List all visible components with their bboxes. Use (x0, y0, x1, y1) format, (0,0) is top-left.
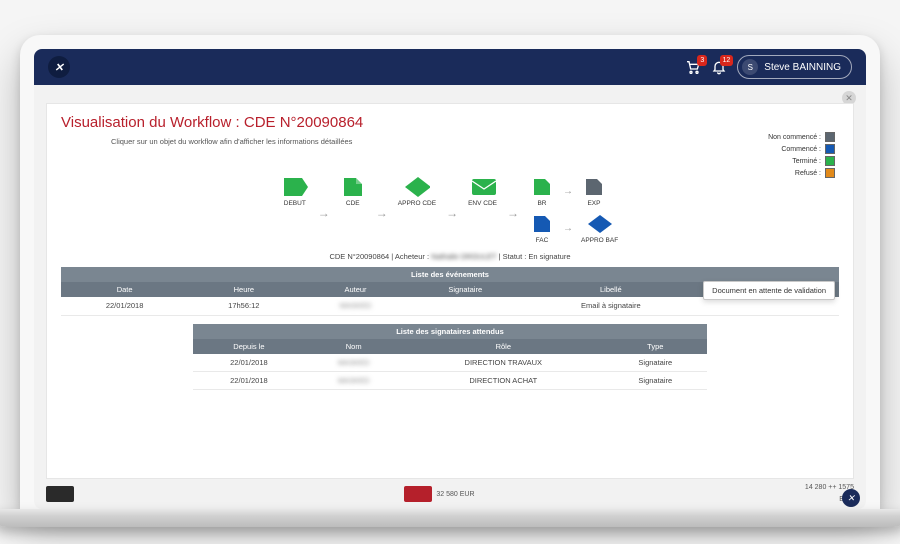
cell: 22/01/2018 (193, 372, 304, 390)
arrow-icon: → (446, 206, 458, 220)
table-title: Liste des signataires attendus (193, 324, 706, 339)
meta-suffix: | Statut : En signature (496, 252, 570, 261)
meta-line: CDE N°20090864 | Acheteur : Nathalie DRO… (61, 252, 839, 261)
help-badge[interactable]: ✕ (842, 489, 860, 507)
node-cde[interactable]: CDE (340, 176, 366, 207)
legend: Non commencé : Commencé : Terminé : Refu… (768, 132, 835, 180)
cell-auteur: MASKED (299, 297, 411, 315)
node-debut[interactable]: DEBUT (282, 176, 308, 207)
node-exp[interactable]: EXP (581, 176, 607, 207)
page-title: Visualisation du Workflow : CDE N°200908… (61, 114, 839, 131)
node-label: FAC (536, 237, 549, 244)
node-br[interactable]: BR (529, 176, 555, 207)
background-peek: 32 580 EUR 14 280 ++ 1575 EUR (46, 483, 854, 505)
notifications-button[interactable]: 12 (711, 59, 727, 75)
thumb (404, 486, 432, 502)
legend-swatch (825, 156, 835, 166)
brand-logo[interactable]: ✕ (48, 56, 70, 78)
legend-label: Non commencé : (768, 134, 821, 141)
modal-backdrop: ✕ Visualisation du Workflow : CDE N°2009… (34, 85, 866, 509)
hint-text: Cliquer sur un objet du workflow afin d'… (111, 137, 839, 146)
meta-buyer: Nathalie DROULET (431, 252, 496, 261)
arrow-icon: → (563, 223, 573, 234)
cell: Signataire (604, 354, 707, 372)
legend-swatch (825, 132, 835, 142)
col-header: Libellé (519, 282, 703, 297)
col-header: Heure (188, 282, 299, 297)
branch: BR → EXP FAC (529, 176, 618, 244)
node-label: EXP (587, 200, 600, 207)
cell: Signataire (604, 372, 707, 390)
cart-button[interactable]: 3 (685, 59, 701, 75)
events-table: Liste des événements Date Heure Auteur S… (61, 267, 839, 316)
user-menu[interactable]: S Steve BAINNING (737, 55, 852, 79)
workflow-panel: Visualisation du Workflow : CDE N°200908… (46, 103, 854, 479)
table-title: Liste des événements (61, 267, 839, 282)
cell: MASKED (305, 354, 403, 372)
legend-label: Commencé : (781, 146, 821, 153)
col-header: Auteur (299, 282, 411, 297)
legend-item: Terminé : (768, 156, 835, 166)
col-header: Type (604, 339, 707, 354)
arrow-icon: → (376, 206, 388, 220)
node-label: CDE (346, 200, 360, 207)
cell: 22/01/2018 (193, 354, 304, 372)
node-label: DEBUT (284, 200, 306, 207)
node-label: APPRO CDE (398, 200, 436, 207)
tooltip: Document en attente de validation (703, 281, 835, 300)
legend-label: Terminé : (792, 158, 821, 165)
meta-prefix: CDE N°20090864 | Acheteur : (329, 252, 431, 261)
node-label: APPRO BAF (581, 237, 618, 244)
cell: DIRECTION TRAVAUX (403, 354, 604, 372)
arrow-icon: → (563, 186, 573, 197)
price-text: 32 580 EUR (436, 491, 474, 498)
topbar: ✕ 3 12 S Steve BAINNING (34, 49, 866, 85)
laptop-frame: ✕ 3 12 S Steve BAINNING (20, 35, 880, 509)
screen: ✕ 3 12 S Steve BAINNING (34, 49, 866, 509)
cell-date: 22/01/2018 (61, 297, 188, 315)
node-appro-cde[interactable]: APPRO CDE (398, 176, 436, 207)
bell-badge: 12 (720, 55, 734, 66)
legend-swatch (825, 144, 835, 154)
arrow-icon: → (507, 206, 519, 220)
table-row[interactable]: 22/01/2018 MASKED DIRECTION TRAVAUX Sign… (193, 354, 706, 372)
thumb (46, 486, 74, 502)
node-appro-baf[interactable]: APPRO BAF (581, 213, 618, 244)
legend-item: Non commencé : (768, 132, 835, 142)
legend-item: Commencé : (768, 144, 835, 154)
cell: MASKED (305, 372, 403, 390)
table-row[interactable]: 22/01/2018 MASKED DIRECTION ACHAT Signat… (193, 372, 706, 390)
cell-libelle: Email à signataire (519, 297, 703, 315)
signers-table: Liste des signataires attendus Depuis le… (193, 324, 706, 391)
arrow-icon: → (318, 206, 330, 220)
node-label: BR (537, 200, 546, 207)
cell-heure: 17h56:12 (188, 297, 299, 315)
close-icon: ✕ (845, 93, 853, 104)
col-header: Nom (305, 339, 403, 354)
user-name: Steve BAINNING (764, 62, 841, 73)
col-header: Depuis le (193, 339, 304, 354)
cart-badge: 3 (697, 55, 707, 66)
avatar: S (742, 59, 758, 75)
node-fac[interactable]: FAC (529, 213, 555, 244)
node-label: ENV CDE (468, 200, 497, 207)
cell: DIRECTION ACHAT (403, 372, 604, 390)
brand-glyph: ✕ (54, 61, 63, 74)
col-header: Date (61, 282, 188, 297)
workflow-diagram: DEBUT → CDE → APPRO CDE → ENV (61, 176, 839, 244)
col-header: Rôle (403, 339, 604, 354)
node-env-cde[interactable]: ENV CDE (468, 176, 497, 207)
col-header: Signataire (412, 282, 519, 297)
cell-signataire (412, 297, 519, 315)
